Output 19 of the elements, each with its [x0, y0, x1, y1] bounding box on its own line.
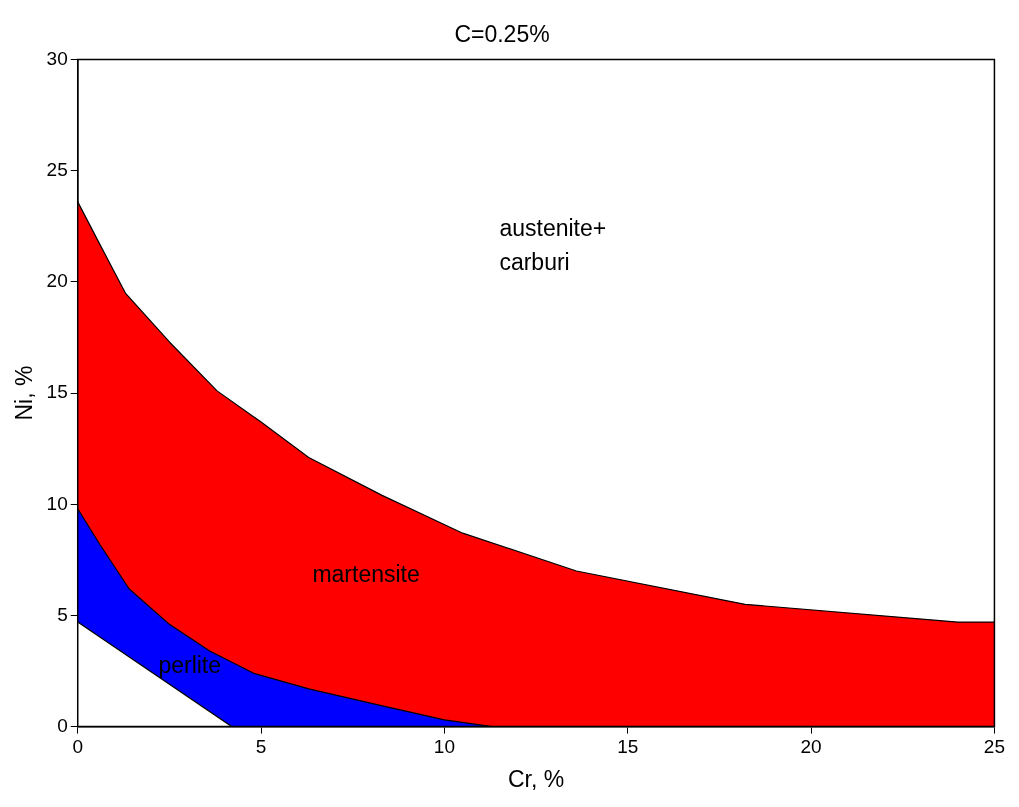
y-tick-label: 25 — [46, 159, 68, 180]
x-tick-label: 20 — [800, 736, 822, 758]
chart-title: C=0.25% — [454, 21, 550, 48]
y-tick-label: 10 — [46, 492, 68, 514]
x-axis-title: Cr, % — [507, 765, 565, 792]
y-tick-label: 5 — [57, 603, 68, 625]
x-tick-label: 15 — [617, 736, 639, 758]
x-tick-label: 5 — [255, 736, 267, 758]
y-axis-title: Ni, % — [11, 365, 38, 421]
x-tick-label: 25 — [983, 736, 1005, 758]
y-tick-label: 0 — [57, 714, 68, 736]
y-tick-label: 15 — [46, 381, 68, 403]
y-tick-label: 20 — [46, 270, 68, 292]
annotation: martensite — [312, 560, 420, 587]
annotation: perlite — [158, 651, 222, 678]
annotation: austenite+ carburi — [499, 214, 607, 275]
y-tick-label: 30 — [46, 47, 68, 69]
x-tick-label: 0 — [72, 736, 84, 758]
x-tick-label: 10 — [433, 736, 455, 758]
